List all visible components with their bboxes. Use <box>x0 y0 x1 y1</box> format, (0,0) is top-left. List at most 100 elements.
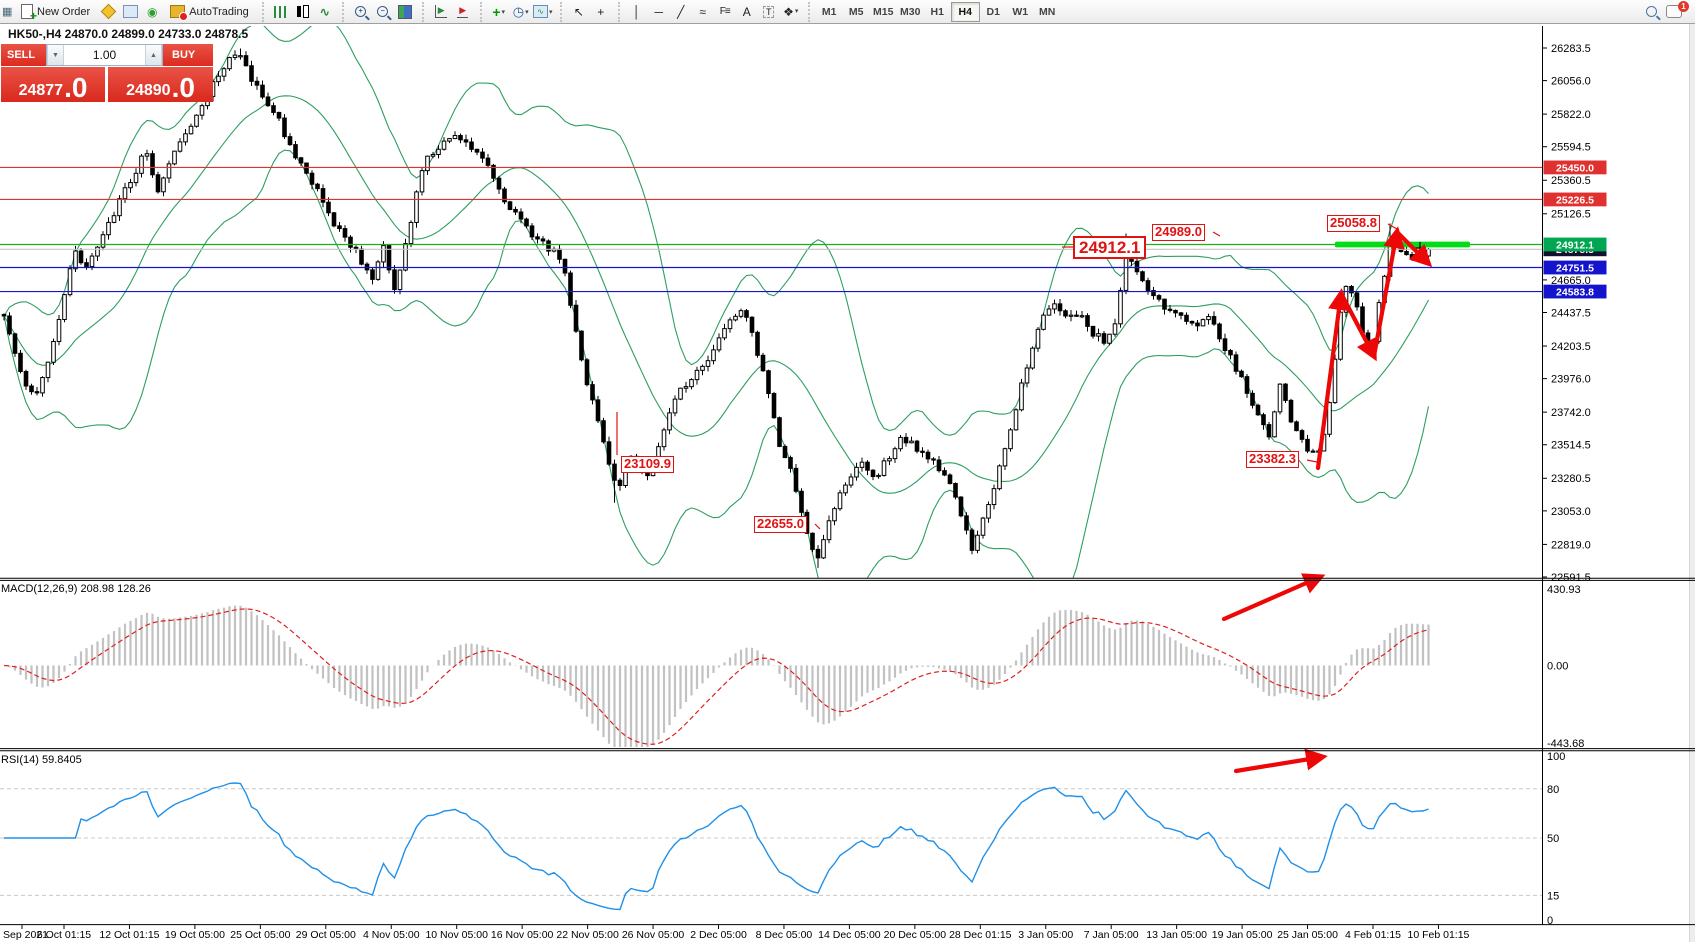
tab-h4[interactable]: H4 <box>950 1 980 22</box>
periods-button[interactable]: ◷ ▾ <box>511 3 531 21</box>
svg-text:25594.5: 25594.5 <box>1551 142 1591 154</box>
indicators-button[interactable]: + ▾ <box>489 3 509 21</box>
main-chart-layer <box>1 26 1431 578</box>
trendline-button[interactable]: ╱ <box>671 3 691 21</box>
time-axis-label: 4 Nov 05:00 <box>363 929 420 941</box>
svg-text:26056.0: 26056.0 <box>1551 75 1591 87</box>
signal-button[interactable]: ◉ <box>142 3 162 21</box>
rsi-line <box>4 782 1429 911</box>
price-axis[interactable]: 25450.025226.524878.524751.524583.824912… <box>1542 43 1607 927</box>
rsi-indicator-label: RSI(14) 59.8405 <box>1 754 82 766</box>
metaeditor-icon <box>100 3 116 20</box>
buy-price-main: 24890 <box>126 82 171 100</box>
text-label-button[interactable]: T <box>759 3 779 21</box>
candlestick-icon <box>297 6 302 17</box>
tab-m5[interactable]: M5 <box>848 5 864 18</box>
volume-input[interactable] <box>64 45 145 65</box>
macd-axis-label: -443.68 <box>1547 738 1584 750</box>
templates-button[interactable]: ∿ ▾ <box>532 3 553 21</box>
rsi-panel <box>0 782 1542 911</box>
chevron-down-icon: ▾ <box>548 8 553 16</box>
new-order-icon: + <box>21 4 37 23</box>
horizontal-line-icon: ─ <box>654 4 663 19</box>
search-icon <box>1645 6 1657 17</box>
volume-decrease-button[interactable]: ▼ <box>47 45 64 65</box>
fibonacci-button[interactable]: F≡ <box>715 3 735 21</box>
channel-button[interactable]: ≈ <box>693 3 713 21</box>
tab-m30[interactable]: M30 <box>900 5 921 18</box>
buy-price[interactable]: 24890 .0 <box>108 67 213 102</box>
svg-text:26283.5: 26283.5 <box>1551 43 1591 55</box>
cursor-button[interactable]: ↖ <box>569 3 589 21</box>
svg-text:22819.0: 22819.0 <box>1551 539 1591 551</box>
chart-shift-button[interactable]: ▶ <box>453 3 473 21</box>
trend-arrows[interactable] <box>1221 226 1433 774</box>
zoom-in-button[interactable]: + <box>351 3 371 21</box>
window-edge <box>1689 24 1695 942</box>
tab-m15[interactable]: M15 <box>873 5 894 18</box>
price-badge <box>1543 237 1607 252</box>
autotrading-button[interactable]: AutoTrading <box>163 2 256 21</box>
tab-mn[interactable]: MN <box>1039 5 1056 18</box>
tab-h1[interactable]: H1 <box>930 5 944 18</box>
sell-button[interactable]: SELL <box>1 44 46 66</box>
buy-price-frac: .0 <box>171 72 195 104</box>
clock-icon: ◷ <box>512 3 525 19</box>
vertical-line-button[interactable]: │ <box>627 3 647 21</box>
candlestick-button[interactable] <box>293 3 313 21</box>
svg-text:23053.0: 23053.0 <box>1551 506 1591 518</box>
tile-windows-button[interactable] <box>395 3 415 21</box>
auto-scroll-button[interactable]: ▶ <box>431 3 451 21</box>
print-preview-icon <box>122 5 138 18</box>
chevron-down-icon: ▾ <box>794 8 799 15</box>
metaeditor-button[interactable] <box>98 3 118 21</box>
window-icon: ▦ <box>2 6 13 18</box>
sell-price-main: 24877 <box>18 82 64 100</box>
text-button[interactable]: A <box>737 3 757 21</box>
svg-text:24665.0: 24665.0 <box>1551 275 1591 287</box>
search-button[interactable] <box>1644 3 1664 21</box>
green-level-bar[interactable] <box>1335 241 1470 248</box>
time-axis-label: 4 Feb 01:15 <box>1345 929 1401 941</box>
templates-icon: ∿ <box>532 5 548 18</box>
time-axis-label: 12 Oct 01:15 <box>99 929 159 941</box>
zoom-out-button[interactable]: − <box>373 3 393 21</box>
sell-price[interactable]: 24877 .0 <box>1 67 105 102</box>
time-axis-label: 2 Dec 05:00 <box>690 929 747 941</box>
zoom-out-icon: − <box>377 6 389 17</box>
notification-badge: 1 <box>1678 1 1689 12</box>
buy-button[interactable]: BUY <box>163 44 213 66</box>
horizontal-level-lines[interactable] <box>0 166 1542 293</box>
horizontal-line-button[interactable]: ─ <box>649 3 669 21</box>
crosshair-button[interactable]: + <box>591 3 611 21</box>
chart-symbol-label: HK50-,H4 24870.0 24899.0 24733.0 24878.5 <box>8 27 249 41</box>
signal-icon: ◉ <box>146 4 158 19</box>
tab-d1[interactable]: D1 <box>986 5 1000 18</box>
time-axis-label: 29 Oct 05:00 <box>296 929 356 941</box>
macd-axis-label: 430.93 <box>1547 584 1581 596</box>
print-preview-button[interactable] <box>120 3 140 21</box>
bar-chart-button[interactable] <box>271 3 291 21</box>
time-axis-label: 3 Jan 05:00 <box>1018 929 1073 941</box>
tab-m1[interactable]: M1 <box>821 5 837 18</box>
price-badge <box>1543 160 1607 175</box>
tile-windows-icon <box>397 4 412 19</box>
time-axis-label: 10 Nov 05:00 <box>425 929 488 941</box>
arrows-button[interactable]: ❖ ▾ <box>781 3 801 21</box>
macd-signal-line <box>3 608 1429 745</box>
tab-w1[interactable]: W1 <box>1012 5 1029 18</box>
chat-button[interactable]: 1 <box>1666 1 1692 21</box>
svg-text:25450.0: 25450.0 <box>1556 162 1594 174</box>
volume-increase-button[interactable]: ▲ <box>145 45 162 65</box>
macd-histogram <box>8 605 1430 747</box>
arrows-icon: ❖ <box>783 4 794 19</box>
price-badge <box>1543 260 1607 275</box>
line-chart-button[interactable]: ∿ <box>315 3 335 21</box>
new-order-button[interactable]: + New Order <box>14 2 97 23</box>
svg-text:25822.0: 25822.0 <box>1551 109 1591 121</box>
svg-text:24203.5: 24203.5 <box>1551 341 1591 353</box>
svg-text:24437.5: 24437.5 <box>1551 307 1591 319</box>
indicators-icon: + <box>492 3 501 20</box>
